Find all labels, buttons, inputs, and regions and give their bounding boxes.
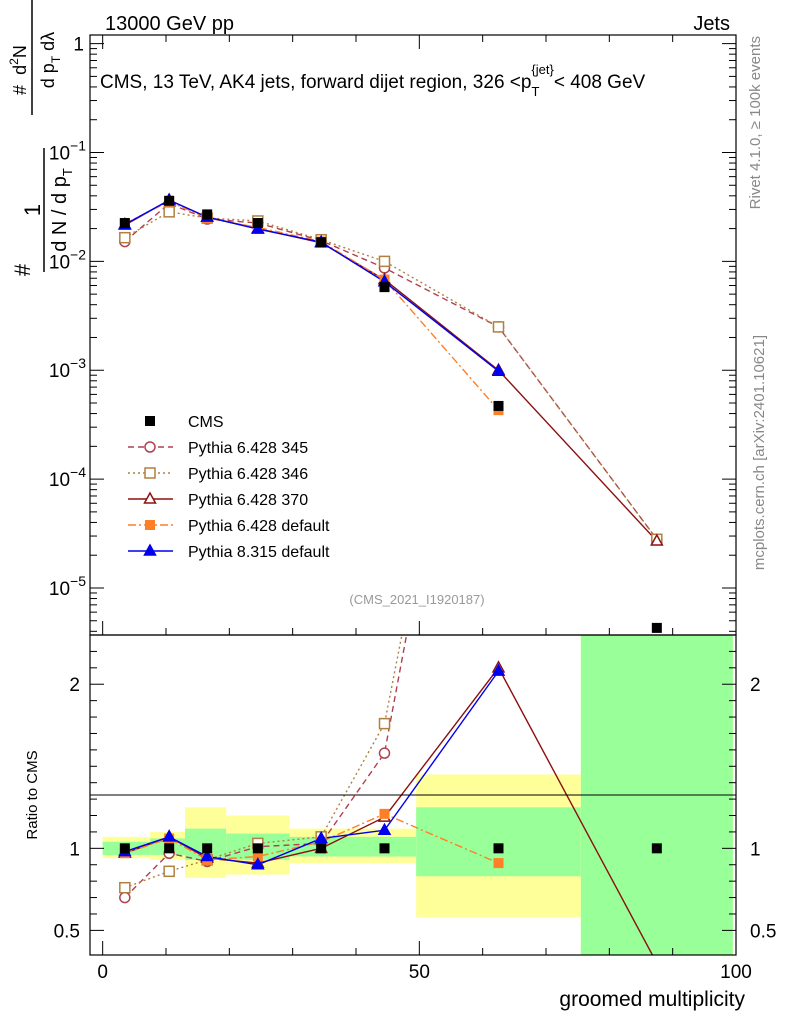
ratio-marker-pythia-6-428-default bbox=[493, 858, 504, 869]
legend-label-pythia-6-428-345: Pythia 6.428 345 bbox=[188, 440, 308, 457]
ratio-marker-cms bbox=[493, 843, 504, 854]
plot-title: CMS, 13 TeV, AK4 jets, forward dijet reg… bbox=[100, 62, 646, 99]
ratio-marker-pythia-6-428-346 bbox=[378, 717, 391, 730]
ratio-marker-pythia-8-315-default bbox=[377, 822, 392, 836]
main-marker-cms bbox=[252, 218, 263, 229]
ratio-marker-pythia-6-428-345 bbox=[119, 891, 131, 904]
ratio-marker-cms bbox=[252, 843, 263, 854]
legend-label-pythia-8-315-default: Pythia 8.315 default bbox=[188, 544, 330, 561]
ratio-plot-frame bbox=[89, 634, 737, 956]
x-tick-label: 0 bbox=[97, 962, 108, 983]
ratio-y-tick-label: 0.5 bbox=[54, 921, 80, 942]
main-marker-pythia-6-428-346 bbox=[119, 231, 131, 244]
header-left: 13000 GeV pp bbox=[105, 13, 234, 35]
main-marker-pythia-8-315-default bbox=[491, 363, 506, 376]
legend-marker-cms bbox=[145, 416, 155, 426]
main-marker-pythia-6-428-346 bbox=[163, 206, 175, 218]
legend-marker-pythia-6-428-default bbox=[145, 520, 155, 530]
ratio-marker-pythia-8-315-default bbox=[162, 829, 176, 842]
main-marker-cms bbox=[379, 282, 390, 293]
legend: CMS Pythia 6.428 345 Pythia 6.428 346 Pythi… bbox=[128, 414, 330, 561]
legend-label-pythia-6-428-346: Pythia 6.428 346 bbox=[188, 466, 308, 483]
legend-marker-pythia-8-315-default bbox=[143, 543, 157, 556]
main-marker-cms bbox=[164, 195, 175, 206]
main-marker-pythia-6-428-346 bbox=[378, 255, 391, 268]
analysis-tag: (CMS_2021_I1920187) bbox=[349, 592, 484, 607]
ratio-marker-pythia-6-428-346 bbox=[163, 865, 175, 878]
svg-text:#: # bbox=[10, 263, 35, 276]
legend-marker-pythia-6-428-345 bbox=[144, 441, 156, 453]
svg-text:d N / d pT: d N / d pT bbox=[49, 168, 75, 252]
rivet-label: Rivet 4.1.0, ≥ 100k events bbox=[747, 36, 764, 209]
axes: 0 50 100 1 10−1 10−2 10−3 10−4 10−5 0.5 0.5 1 1 2 2 bbox=[49, 35, 777, 983]
main-marker-cms bbox=[202, 209, 213, 220]
header-right: Jets bbox=[693, 13, 730, 35]
ratio-band-green bbox=[289, 836, 417, 857]
y-tick-label: 10−1 bbox=[49, 137, 86, 164]
ratio-marker-pythia-8-315-default bbox=[491, 663, 506, 676]
main-line-pythia-6-428-345 bbox=[124, 202, 658, 540]
x-tick-label: 50 bbox=[409, 962, 430, 983]
svg-text:d2N: d2N bbox=[7, 45, 30, 75]
legend-label-pythia-6-428-default: Pythia 6.428 default bbox=[188, 518, 330, 535]
ratio-marker-pythia-6-428-346 bbox=[119, 881, 131, 894]
legend-marker-pythia-6-428-370 bbox=[143, 491, 157, 504]
ratio-marker-pythia-8-315-default bbox=[314, 830, 328, 844]
legend-label-cms: CMS bbox=[188, 414, 224, 431]
ratio-marker-cms bbox=[651, 843, 662, 854]
main-marker-pythia-6-428-370 bbox=[650, 533, 664, 546]
ratio-y-tick-label: 1 bbox=[69, 839, 80, 860]
ratio-marker-pythia-8-315-default bbox=[251, 857, 265, 870]
ratio-y-axis-label: Ratio to CMS bbox=[24, 750, 41, 839]
main-marker-cms bbox=[493, 400, 504, 411]
ratio-series-markers bbox=[118, 660, 662, 904]
legend-label-pythia-6-428-370: Pythia 6.428 370 bbox=[188, 492, 308, 509]
ratio-marker-cms bbox=[316, 843, 327, 854]
x-axis-label: groomed multiplicity bbox=[559, 988, 745, 1011]
ratio-y-tick-label-right: 0.5 bbox=[750, 921, 776, 942]
ratio-y-tick-label: 2 bbox=[69, 675, 80, 696]
ratio-y-tick-label-right: 1 bbox=[750, 839, 761, 860]
main-marker-pythia-6-428-346 bbox=[492, 321, 505, 333]
main-series-markers bbox=[118, 192, 664, 633]
ratio-y-tick-label-right: 2 bbox=[750, 675, 761, 696]
ratio-marker-pythia-6-428-default bbox=[252, 851, 263, 862]
ratio-marker-cms bbox=[379, 843, 390, 854]
ratio-marker-cms bbox=[119, 843, 130, 854]
main-marker-cms bbox=[316, 237, 327, 248]
main-y-axis-label: # 1 d N / d pT # d2N d pT dλ bbox=[7, 0, 75, 276]
y-tick-label: 1 bbox=[73, 35, 84, 56]
ratio-marker-pythia-6-428-default bbox=[379, 808, 390, 819]
ratio-marker-cms bbox=[164, 843, 175, 854]
y-tick-label: 10−4 bbox=[49, 464, 86, 491]
main-marker-cms bbox=[119, 218, 130, 229]
ratio-marker-cms bbox=[202, 843, 213, 854]
svg-text:#: # bbox=[10, 85, 30, 95]
mcplots-label: mcplots.cern.ch [arXiv:2401.10621] bbox=[751, 335, 768, 570]
svg-text:1: 1 bbox=[20, 204, 45, 216]
y-tick-label: 10−5 bbox=[49, 573, 86, 600]
main-marker-cms bbox=[651, 622, 662, 633]
legend-marker-pythia-6-428-346 bbox=[144, 467, 156, 479]
y-tick-label: 10−3 bbox=[49, 355, 86, 382]
y-tick-label: 10−2 bbox=[49, 246, 86, 273]
ratio-marker-pythia-6-428-345 bbox=[378, 747, 391, 759]
ratio-marker-pythia-8-315-default bbox=[200, 848, 214, 862]
x-tick-label: 100 bbox=[720, 962, 752, 983]
main-marker-pythia-8-315-default bbox=[251, 221, 265, 234]
